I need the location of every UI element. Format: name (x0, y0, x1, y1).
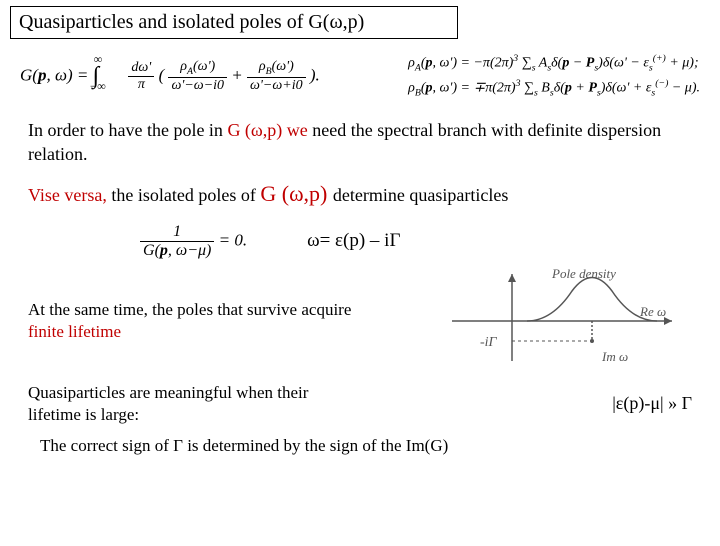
meaningful-row: Quasiparticles are meaningful when their… (28, 382, 692, 426)
paragraph-4: Quasiparticles are meaningful when their… (28, 382, 358, 426)
svg-text:Im ω: Im ω (601, 349, 628, 364)
paragraph-2: Vise versa, the isolated poles of G (ω,p… (28, 180, 692, 209)
pole-equation-row: 1G(p, ω−μ) = 0. ω= ε(p) – iΓ (60, 223, 692, 260)
spectral-density-defs: ρA(p, ω') = −π(2π)3 ∑s Asδ(p − Ps)δ(ω' −… (408, 51, 700, 101)
lifetime-condition: |ε(p)-μ| » Γ (612, 393, 692, 414)
text-red: G (ω,p) we (227, 120, 307, 140)
rho-b-equation: ρB(p, ω') = ∓π(2π)3 ∑s Bsδ(p + Ps)δ(ω' +… (408, 76, 700, 101)
text: In order to have the pole in (28, 120, 227, 140)
lifetime-row: At the same time, the poles that survive… (28, 266, 692, 376)
rho-a-equation: ρA(p, ω') = −π(2π)3 ∑s Asδ(p − Ps)δ(ω' −… (408, 51, 700, 76)
bottom-note: The correct sign of Γ is determined by t… (40, 436, 680, 456)
pole-density-sketch: Pole density Re ω Im ω -iΓ (442, 266, 692, 376)
greens-function-integral: G(p, ω) = ∫−∞∞ dω'π ( ρA(ω')ω'−ω−i0 + ρB… (20, 59, 320, 94)
text: determine quasiparticles (333, 185, 508, 205)
svg-text:-iΓ: -iΓ (480, 335, 498, 350)
pole-condition-eq: 1G(p, ω−μ) = 0. (140, 223, 247, 260)
paragraph-1: In order to have the pole in G (ω,p) we … (28, 119, 692, 166)
text-red: finite lifetime (28, 322, 121, 341)
paragraph-3: At the same time, the poles that survive… (28, 299, 358, 343)
omega-equation: ω= ε(p) – iΓ (307, 230, 400, 252)
text: the isolated poles of (107, 185, 260, 205)
text-red: Vise versa, (28, 185, 107, 205)
main-equations-row: G(p, ω) = ∫−∞∞ dω'π ( ρA(ω')ω'−ω−i0 + ρB… (20, 51, 700, 101)
text-red: G (ω,p) (260, 181, 333, 206)
svg-text:Re ω: Re ω (639, 304, 666, 319)
slide-title: Quasiparticles and isolated poles of G(ω… (10, 6, 458, 39)
text: At the same time, the poles that survive… (28, 300, 351, 319)
svg-text:Pole density: Pole density (551, 266, 616, 281)
